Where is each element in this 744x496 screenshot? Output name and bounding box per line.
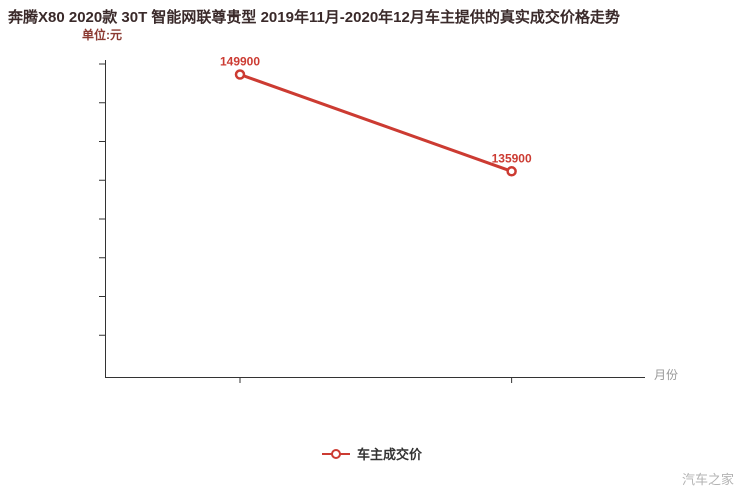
data-point-label: 149900 (220, 55, 260, 69)
chart-title: 奔腾X80 2020款 30T 智能网联尊贵型 2019年11月-2020年12… (8, 9, 620, 26)
legend-label: 车主成交价 (356, 447, 422, 462)
data-point-marker (234, 69, 246, 80)
data-point-label: 135900 (492, 151, 532, 165)
chart-svg: 149900 135900 (99, 55, 645, 383)
data-point-marker (506, 166, 517, 177)
plot-area: 149900 135900 (99, 55, 645, 383)
legend: 车主成交价 (0, 444, 744, 463)
legend-dot-icon (330, 448, 341, 459)
watermark-autohome: 汽车之家 (681, 472, 734, 487)
series-line (239, 73, 513, 173)
legend-line-marker-icon (321, 448, 350, 460)
y-axis-unit-label: 单位:元 (82, 28, 122, 42)
x-axis-label: 月份 (654, 368, 679, 382)
